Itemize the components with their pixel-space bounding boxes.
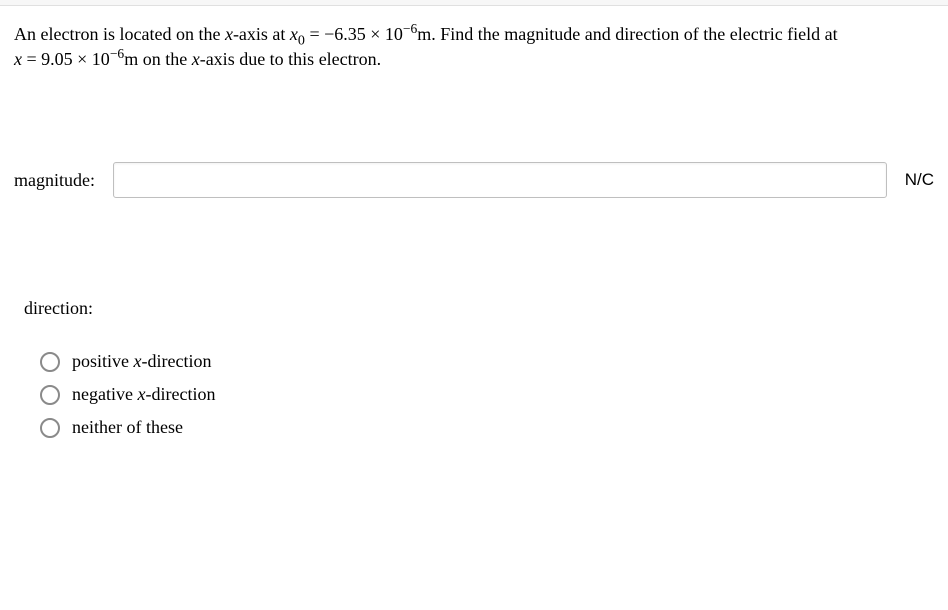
magnitude-label: magnitude: [14,170,95,191]
direction-label: direction: [24,298,934,319]
q-text: -axis due to this electron. [200,49,381,69]
question-text: An electron is located on the x-axis at … [14,22,934,72]
option-label: negative x-direction [72,384,215,405]
q-var-x2: x [14,49,22,69]
direction-block: direction: positive x-direction negative… [14,298,934,438]
direction-options: positive x-direction negative x-directio… [24,351,934,438]
q-exp1: −6 [403,21,417,36]
q-unit-m2: m [124,49,138,69]
q-text: on the [138,49,192,69]
option-label: neither of these [72,417,183,438]
q-eq1: = −6.35 × 10 [305,24,403,44]
question-container: An electron is located on the x-axis at … [0,6,948,490]
q-text: -axis at [233,24,290,44]
q-unit-m1: m [417,24,431,44]
q-eq2: = 9.05 × 10 [22,49,110,69]
opt-ital: x [134,351,142,371]
opt-text: -direction [142,351,212,371]
opt-text: -direction [145,384,215,404]
q-var-x3: x [192,49,200,69]
option-positive-x[interactable]: positive x-direction [40,351,934,372]
opt-text: positive [72,351,134,371]
radio-neither[interactable] [40,418,60,438]
q-text: An electron is located on the [14,24,225,44]
q-var-x0: x [290,24,298,44]
q-var-x1: x [225,24,233,44]
option-negative-x[interactable]: negative x-direction [40,384,934,405]
q-sub-0: 0 [298,33,305,49]
magnitude-unit: N/C [905,170,934,190]
q-text: . Find the magnitude and direction of th… [431,24,837,44]
radio-positive-x[interactable] [40,352,60,372]
magnitude-row: magnitude: N/C [14,162,934,198]
magnitude-input[interactable] [113,162,887,198]
option-label: positive x-direction [72,351,211,372]
q-exp2: −6 [110,46,124,61]
opt-text: negative [72,384,137,404]
opt-text: neither of these [72,417,183,437]
option-neither[interactable]: neither of these [40,417,934,438]
radio-negative-x[interactable] [40,385,60,405]
